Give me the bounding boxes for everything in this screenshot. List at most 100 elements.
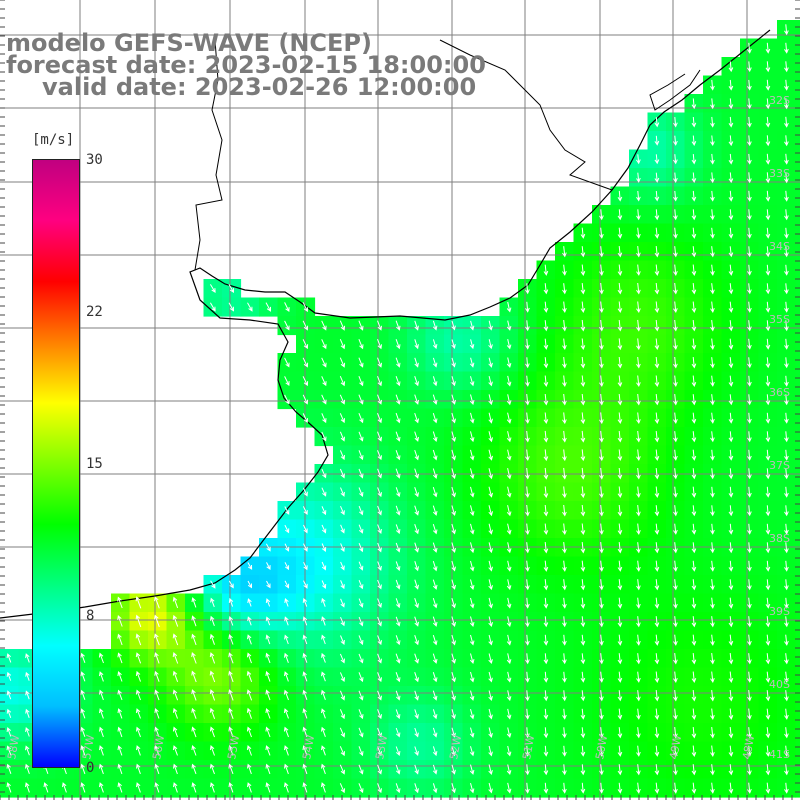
wind-arrow — [117, 782, 123, 793]
wind-arrow — [377, 561, 382, 571]
wind-arrow — [506, 394, 512, 406]
wind-arrow — [747, 42, 752, 54]
wind-arrow — [265, 763, 271, 775]
wind-arrow — [228, 707, 234, 719]
wind-arrow — [562, 782, 567, 794]
wind-arrow — [321, 524, 327, 534]
wind-arrow — [506, 727, 512, 739]
wind-arrow — [728, 616, 734, 628]
wind-arrow — [358, 598, 364, 608]
wind-arrow — [339, 468, 345, 479]
wind-arrow — [580, 227, 586, 239]
wind-arrow — [339, 746, 345, 757]
wind-arrow — [654, 375, 660, 388]
wind-arrow — [691, 616, 697, 628]
wind-arrow — [784, 782, 789, 794]
wind-arrow — [636, 412, 641, 425]
wind-arrow — [395, 635, 401, 646]
wind-arrow — [636, 671, 641, 683]
wind-arrow — [302, 376, 309, 387]
wind-arrow — [617, 301, 623, 314]
wind-arrow — [469, 597, 475, 609]
wind-arrow — [599, 542, 604, 554]
wind-arrow — [340, 506, 345, 516]
wind-arrow — [469, 746, 475, 757]
wind-arrow — [506, 560, 512, 572]
wind-arrow — [673, 486, 678, 498]
wind-arrow — [488, 764, 493, 776]
wind-arrow — [765, 431, 771, 443]
wind-cell — [795, 704, 800, 724]
wind-arrow — [654, 616, 660, 628]
wind-arrow — [599, 449, 604, 462]
wind-arrow — [599, 356, 604, 369]
wind-arrow — [432, 764, 438, 775]
wind-arrow — [784, 653, 789, 665]
wind-arrow — [302, 506, 308, 516]
wind-arrow — [543, 264, 549, 276]
wind-arrow — [599, 393, 604, 406]
wind-arrow — [265, 302, 271, 312]
wind-arrow — [395, 339, 401, 350]
wind-arrow — [191, 707, 197, 719]
wind-arrow — [784, 98, 789, 110]
wind-arrow — [710, 394, 715, 406]
lon-label: 51W — [520, 734, 537, 761]
wind-arrow — [728, 782, 734, 794]
wind-arrow — [673, 301, 678, 314]
wind-arrow — [321, 339, 327, 350]
wind-arrow — [673, 616, 678, 628]
wind-cell — [795, 445, 800, 465]
wind-arrow — [191, 633, 197, 646]
wind-arrow — [673, 727, 678, 739]
wind-arrow — [283, 689, 289, 701]
wind-arrow — [636, 782, 641, 794]
wind-arrow — [710, 357, 715, 369]
wind-arrow — [747, 172, 752, 184]
wind-arrows — [6, 24, 789, 794]
wind-arrow — [636, 579, 641, 591]
wind-arrow — [636, 356, 641, 369]
wind-cell — [795, 316, 800, 336]
wind-arrow — [395, 376, 401, 387]
wind-arrow — [451, 523, 456, 535]
wind-arrow — [414, 431, 419, 442]
wind-arrow — [673, 356, 678, 369]
wind-arrow — [543, 375, 549, 387]
wind-arrow — [506, 523, 512, 535]
wind-arrow — [302, 339, 309, 350]
wind-arrow — [414, 764, 419, 775]
wind-arrow — [673, 745, 678, 757]
wind-arrow — [339, 783, 346, 794]
wind-arrow — [765, 616, 771, 628]
wind-arrow — [210, 615, 215, 626]
wind-arrow — [747, 616, 752, 628]
wind-arrow — [414, 783, 419, 794]
wind-arrow — [228, 782, 234, 793]
wind-arrow — [469, 523, 475, 535]
wind-arrow — [506, 745, 512, 757]
wind-arrow — [358, 709, 364, 720]
wind-arrow — [6, 671, 12, 681]
wind-arrow — [728, 375, 734, 387]
wind-arrow — [377, 616, 382, 627]
wind-arrow — [673, 690, 678, 702]
wind-arrow — [691, 449, 697, 461]
wind-arrow — [728, 227, 734, 239]
wind-arrow — [228, 726, 234, 738]
wind-cell — [795, 649, 800, 669]
wind-arrow — [228, 670, 234, 683]
wind-arrow — [117, 615, 123, 627]
wind-arrow — [432, 523, 438, 535]
wind-arrow — [599, 246, 604, 258]
wind-arrow — [469, 505, 475, 517]
wind-arrow — [728, 61, 734, 73]
wind-arrow — [451, 671, 456, 683]
wind-arrow — [62, 782, 67, 793]
wind-arrow — [377, 727, 382, 738]
wind-arrow — [340, 561, 345, 571]
wind-arrow — [488, 449, 493, 461]
wind-arrow — [784, 764, 789, 776]
wind-arrow — [765, 227, 771, 239]
wind-arrow — [765, 357, 771, 369]
